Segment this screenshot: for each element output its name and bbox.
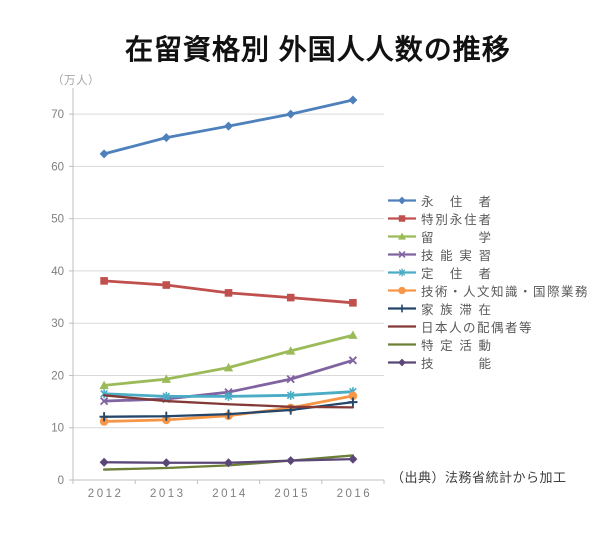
legend-label: 技能実習 xyxy=(421,248,491,263)
marker-plus-icon xyxy=(398,304,406,312)
marker-x-icon xyxy=(286,374,295,384)
marker-circle-icon xyxy=(398,286,406,294)
legend-item: 日本人の配偶者等 xyxy=(387,317,589,335)
marker-plus-icon xyxy=(99,412,109,422)
marker-square-icon xyxy=(224,289,233,297)
marker-square-icon xyxy=(349,299,357,307)
x-tick-label: 2014 xyxy=(212,488,248,500)
marker-triangle-icon xyxy=(223,362,234,372)
y-tick-label: 0 xyxy=(58,475,64,487)
marker-circle-icon xyxy=(99,417,109,426)
legend-item: 技能 xyxy=(387,353,589,371)
marker-triangle-icon xyxy=(398,232,406,240)
legend-label: 留学 xyxy=(421,230,491,245)
y-tick-label: 10 xyxy=(51,423,64,435)
marker-square-icon xyxy=(398,214,406,222)
legend-swatch-icon xyxy=(388,250,416,258)
marker-triangle-icon xyxy=(348,330,358,339)
marker-square-icon xyxy=(100,277,108,285)
marker-diamond-icon xyxy=(99,457,109,467)
legend: 永住者特別永住者留学技能実習定住者技術・人文知識・国際業務 家族滞在日本人の配偶者… xyxy=(387,191,589,371)
legend-item: 留学 xyxy=(387,227,589,245)
legend-swatch-icon xyxy=(388,286,416,294)
x-tick-label: 2012 xyxy=(88,488,124,500)
marker-diamond-icon xyxy=(224,121,233,131)
marker-diamond-icon xyxy=(224,458,233,468)
legend-swatch-icon xyxy=(388,268,416,276)
y-tick-label: 40 xyxy=(51,266,64,278)
legend-item: 特別永住者 xyxy=(387,209,589,227)
marker-plus-icon xyxy=(223,409,234,419)
marker-asterisk-icon xyxy=(398,268,406,276)
marker-diamond-icon xyxy=(161,458,171,468)
marker-plus-icon xyxy=(161,411,171,421)
marker-diamond-icon xyxy=(161,133,171,143)
y-tick-label: 30 xyxy=(51,318,64,330)
marker-diamond-icon xyxy=(348,454,358,464)
y-tick-label: 20 xyxy=(51,370,64,382)
chart-title: 在留資格別 外国人人数の推移 xyxy=(125,34,511,65)
legend-label: 特定活動 xyxy=(421,338,491,353)
legend-label: 定住者 xyxy=(421,266,491,281)
marker-x-icon xyxy=(348,356,358,365)
marker-triangle-icon xyxy=(161,374,171,383)
marker-diamond-icon xyxy=(398,196,406,204)
marker-diamond-icon xyxy=(348,95,358,105)
legend-label: 特別永住者 xyxy=(421,212,491,227)
marker-square-icon xyxy=(162,281,171,289)
legend-label: 技術・人文知識・国際業務 xyxy=(421,284,590,299)
legend-swatch-icon xyxy=(388,342,416,346)
x-tick-label: 2016 xyxy=(337,488,373,500)
series-line-3 xyxy=(102,333,355,387)
marker-square-icon xyxy=(286,293,295,302)
legend-item: 家族滞在 xyxy=(387,299,589,317)
legend-swatch-icon xyxy=(388,196,416,204)
y-tick-label: 70 xyxy=(51,109,64,121)
legend-item: 永住者 xyxy=(387,191,589,209)
legend-swatch-icon xyxy=(388,214,416,222)
marker-asterisk-icon xyxy=(224,391,233,401)
legend-label: 技能 xyxy=(421,356,491,371)
marker-asterisk-icon xyxy=(286,390,295,400)
legend-item: 定住者 xyxy=(387,263,589,281)
source-note: （出典）法務省統計から加工 xyxy=(391,470,567,485)
legend-swatch-icon xyxy=(388,324,416,328)
legend-label: 永住者 xyxy=(421,194,491,209)
marker-x-icon xyxy=(398,250,406,258)
marker-plus-icon xyxy=(348,397,358,407)
y-axis-unit-label: （万人） xyxy=(52,75,100,87)
marker-diamond-icon xyxy=(398,358,406,366)
x-tick-label: 2013 xyxy=(150,488,186,500)
legend-swatch-icon xyxy=(388,358,416,366)
marker-asterisk-icon xyxy=(162,391,171,401)
series-line-8 xyxy=(102,394,355,409)
marker-x-icon xyxy=(99,396,109,406)
x-tick-label: 2015 xyxy=(274,488,310,500)
marker-diamond-icon xyxy=(286,109,296,119)
legend-item: 技術・人文知識・国際業務 xyxy=(387,281,589,299)
legend-swatch-icon xyxy=(388,232,416,240)
y-tick-label: 60 xyxy=(51,161,64,173)
legend-item: 技能実習 xyxy=(387,245,589,263)
y-tick-label: 50 xyxy=(51,214,64,226)
marker-diamond-icon xyxy=(99,149,109,159)
marker-triangle-icon xyxy=(99,380,109,390)
marker-triangle-icon xyxy=(286,346,296,355)
marker-circle-icon xyxy=(348,391,358,401)
legend-label: 家族滞在 xyxy=(421,302,491,317)
legend-item: 特定活動 xyxy=(387,335,589,353)
legend-label: 日本人の配偶者等 xyxy=(421,320,534,335)
marker-diamond-icon xyxy=(286,456,296,466)
legend-swatch-icon xyxy=(388,304,416,312)
